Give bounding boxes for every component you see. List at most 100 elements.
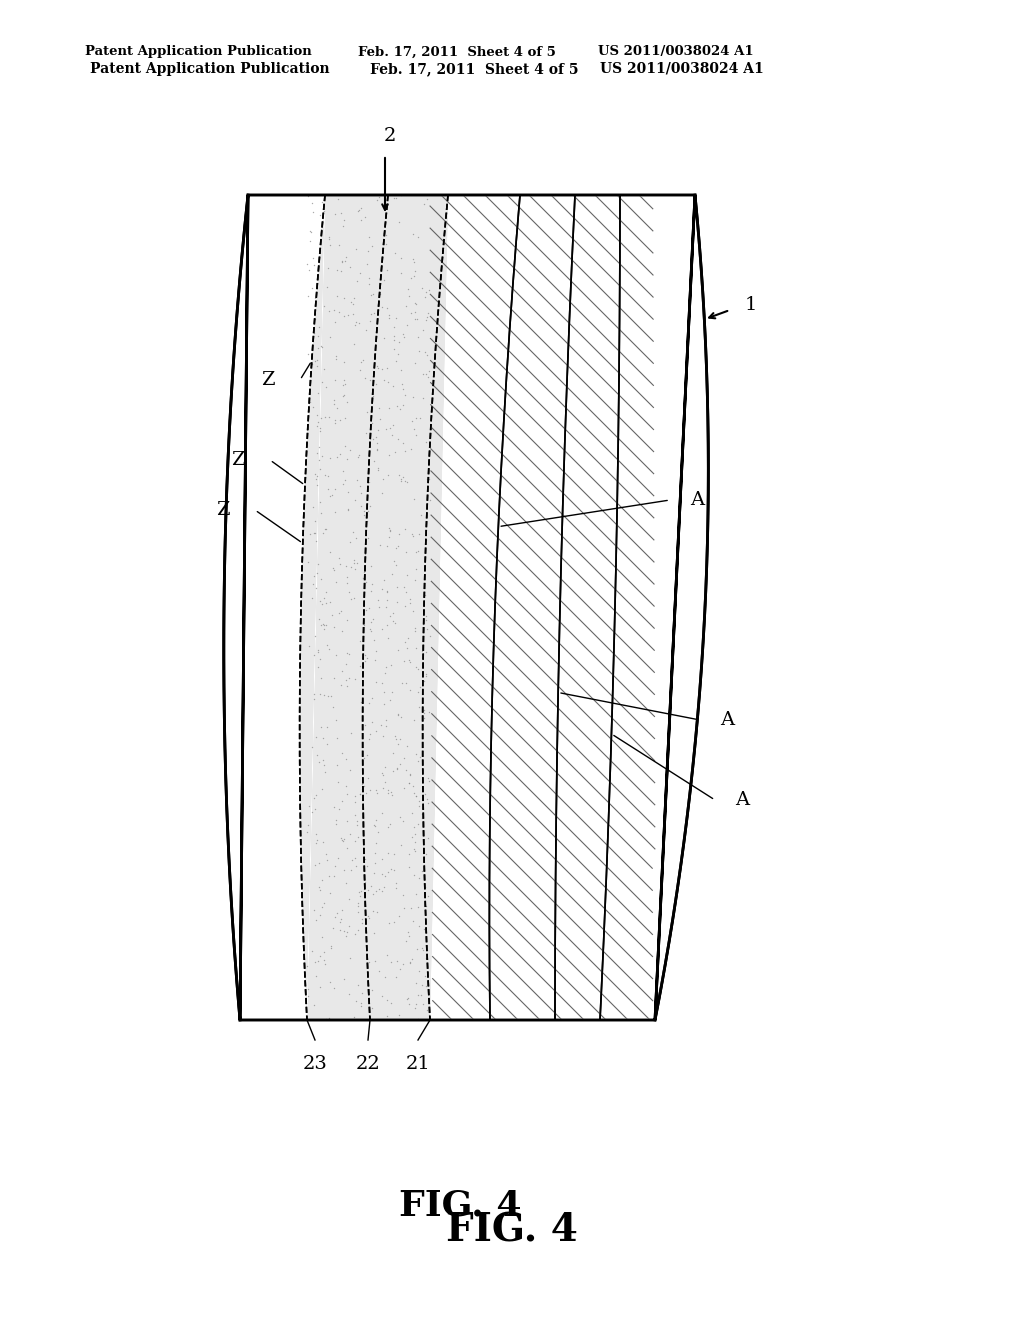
Point (395, 395, 412, 416)
Point (395, 651, 412, 672)
Point (415, 940, 431, 961)
Point (326, 300, 342, 321)
Point (343, 292, 359, 313)
Point (334, 251, 350, 272)
Point (327, 865, 343, 886)
Point (386, 612, 402, 634)
Point (305, 565, 322, 586)
Point (309, 404, 326, 425)
Point (418, 843, 434, 865)
Point (327, 977, 343, 998)
Point (406, 709, 422, 730)
Point (304, 202, 321, 223)
Point (407, 618, 423, 639)
Point (321, 300, 337, 321)
Point (368, 671, 384, 692)
Point (418, 895, 434, 916)
Point (397, 541, 414, 562)
Point (326, 557, 342, 578)
Point (391, 465, 408, 486)
Point (417, 965, 433, 986)
Polygon shape (423, 195, 709, 1020)
Point (402, 587, 419, 609)
Point (348, 814, 365, 836)
Point (356, 878, 373, 899)
Point (306, 788, 323, 809)
Point (356, 504, 373, 525)
Point (395, 777, 412, 799)
Point (360, 500, 377, 521)
Point (350, 896, 367, 917)
Point (310, 950, 327, 972)
Point (336, 351, 352, 372)
Point (370, 420, 386, 441)
Point (309, 412, 326, 433)
Point (329, 572, 345, 593)
Point (391, 906, 408, 927)
Point (318, 1008, 335, 1030)
Point (322, 326, 338, 347)
Point (372, 408, 388, 429)
Point (376, 370, 392, 391)
Point (314, 927, 331, 948)
Point (341, 983, 357, 1005)
Point (410, 309, 426, 330)
Point (378, 710, 394, 731)
Point (367, 302, 383, 323)
Point (394, 433, 411, 454)
Point (356, 651, 373, 672)
Point (362, 304, 379, 325)
Point (390, 211, 407, 232)
Point (307, 288, 324, 309)
Point (311, 975, 328, 997)
Point (366, 450, 382, 471)
Text: 1: 1 (745, 296, 758, 314)
Point (305, 574, 322, 595)
Point (407, 841, 423, 862)
Point (388, 876, 404, 898)
Point (377, 771, 393, 792)
Point (317, 465, 334, 486)
Point (397, 519, 414, 540)
Point (304, 193, 321, 214)
Point (391, 729, 408, 750)
Point (398, 581, 415, 602)
Point (381, 305, 397, 326)
Point (390, 429, 407, 450)
Point (398, 565, 415, 586)
Point (396, 748, 413, 770)
Point (385, 414, 401, 436)
Point (390, 705, 407, 726)
Point (374, 803, 390, 824)
Point (402, 268, 419, 289)
Point (338, 247, 354, 268)
Point (395, 810, 412, 832)
Point (309, 562, 326, 583)
Point (389, 343, 406, 364)
Point (329, 285, 345, 306)
Point (309, 466, 326, 487)
Point (308, 830, 325, 851)
Point (345, 521, 361, 543)
Point (388, 537, 404, 558)
Point (411, 916, 427, 937)
Point (367, 950, 383, 972)
Point (383, 655, 399, 676)
Point (360, 598, 377, 619)
Point (332, 919, 348, 940)
Point (311, 317, 328, 338)
Point (305, 323, 322, 345)
Point (375, 764, 391, 785)
Point (321, 865, 337, 886)
Point (376, 681, 392, 702)
Point (339, 566, 355, 587)
Point (378, 224, 394, 246)
Point (358, 783, 375, 804)
Point (420, 828, 436, 849)
Point (336, 370, 352, 391)
Point (308, 726, 325, 747)
Text: Feb. 17, 2011  Sheet 4 of 5: Feb. 17, 2011 Sheet 4 of 5 (370, 62, 579, 77)
Point (414, 974, 430, 995)
Point (330, 847, 346, 869)
Point (333, 202, 349, 223)
